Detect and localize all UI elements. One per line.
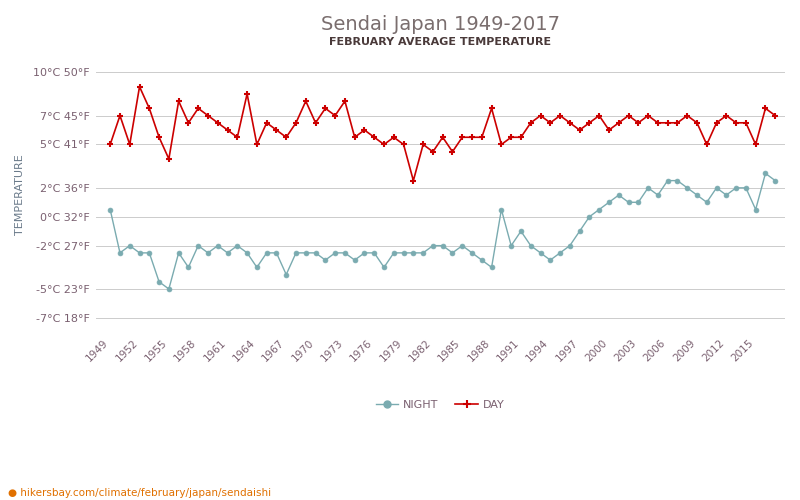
DAY	[506, 134, 516, 140]
NIGHT	[751, 206, 761, 212]
Line: DAY: DAY	[106, 83, 778, 184]
Y-axis label: TEMPERATURE: TEMPERATURE	[15, 154, 25, 236]
DAY	[634, 120, 643, 126]
Text: FEBRUARY AVERAGE TEMPERATURE: FEBRUARY AVERAGE TEMPERATURE	[329, 37, 551, 47]
NIGHT	[242, 250, 252, 256]
NIGHT	[770, 178, 780, 184]
NIGHT	[154, 279, 164, 285]
DAY	[761, 106, 770, 112]
DAY	[134, 84, 144, 89]
NIGHT	[761, 170, 770, 176]
DAY	[409, 178, 418, 184]
DAY	[242, 91, 252, 97]
Title: Sendai Japan 1949-2017: Sendai Japan 1949-2017	[321, 15, 560, 34]
NIGHT	[624, 200, 634, 205]
Legend: NIGHT, DAY: NIGHT, DAY	[371, 396, 510, 414]
NIGHT	[497, 206, 506, 212]
NIGHT	[106, 206, 115, 212]
DAY	[222, 127, 232, 133]
NIGHT	[164, 286, 174, 292]
DAY	[770, 112, 780, 118]
DAY	[164, 156, 174, 162]
Line: NIGHT: NIGHT	[108, 171, 778, 292]
NIGHT	[222, 250, 232, 256]
Text: ● hikersbay.com/climate/february/japan/sendaishi: ● hikersbay.com/climate/february/japan/s…	[8, 488, 271, 498]
DAY	[106, 142, 115, 148]
